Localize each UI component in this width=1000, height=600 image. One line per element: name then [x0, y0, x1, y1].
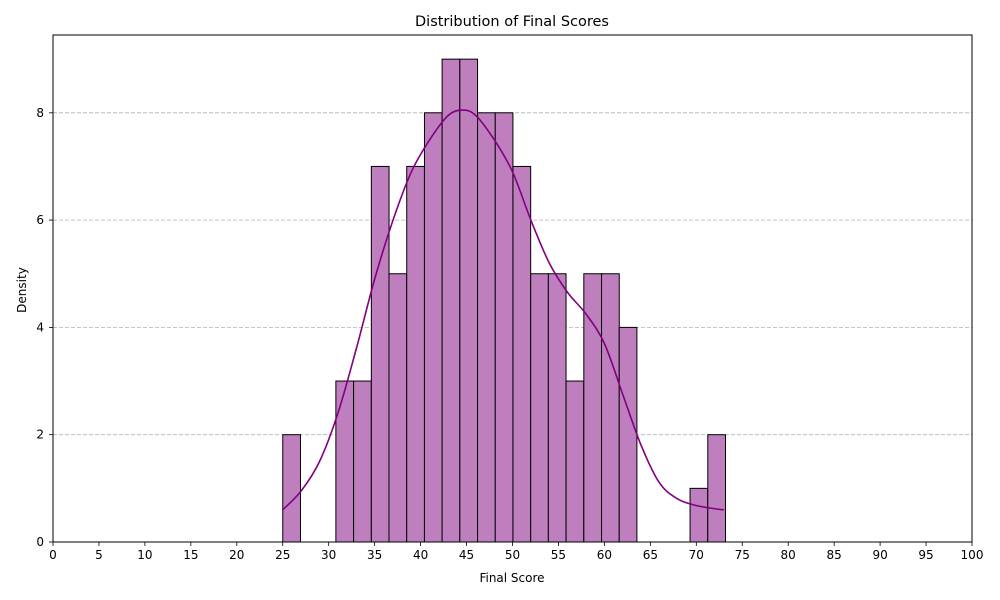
chart-title: Distribution of Final Scores: [415, 14, 609, 30]
x-tick-label: 100: [961, 548, 984, 562]
x-tick-label: 30: [321, 548, 336, 562]
histogram-bar: [565, 380, 585, 543]
histogram-bar: [530, 273, 549, 543]
x-tick-label: 90: [872, 548, 887, 562]
x-tick-label: 60: [597, 548, 612, 562]
histogram-bar: [441, 58, 461, 543]
histogram-bar: [370, 165, 390, 543]
x-tick-label: 20: [229, 548, 244, 562]
histogram-bars: [282, 58, 726, 543]
x-tick-label: 65: [643, 548, 658, 562]
histogram-bar: [477, 112, 496, 543]
histogram-bar: [494, 112, 514, 543]
x-tick-label: 35: [367, 548, 382, 562]
x-axis-label: Final Score: [479, 571, 544, 585]
y-axis-ticks: 0 2 4 6 8: [36, 106, 53, 549]
histogram-bar: [707, 434, 726, 543]
histogram-bar: [282, 434, 301, 543]
histogram-bar: [689, 487, 709, 543]
y-tick-label: 2: [36, 428, 44, 442]
x-tick-label: 75: [735, 548, 750, 562]
y-tick-label: 0: [36, 535, 44, 549]
x-tick-label: 0: [49, 548, 57, 562]
histogram-bar: [618, 326, 638, 543]
histogram-bar: [459, 58, 479, 543]
x-tick-label: 25: [275, 548, 290, 562]
x-tick-label: 95: [918, 548, 933, 562]
x-tick-label: 15: [183, 548, 198, 562]
histogram-bar: [601, 273, 620, 543]
y-tick-label: 8: [36, 106, 44, 120]
histogram-bar: [547, 273, 567, 543]
x-tick-label: 5: [95, 548, 103, 562]
x-axis-ticks: 0 5 10 15 20 25 30 35 40 45 50 55 60 65 70 75 80 85 90 95 10…: [49, 542, 983, 562]
x-tick-label: 70: [689, 548, 704, 562]
histogram-bar: [353, 380, 372, 543]
histogram-bar: [423, 112, 443, 543]
histogram-bar: [512, 165, 532, 543]
histogram-bar: [388, 273, 408, 543]
x-tick-label: 50: [505, 548, 520, 562]
y-tick-label: 6: [36, 213, 44, 227]
kde-curve: [282, 109, 724, 511]
histogram-bar: [335, 380, 355, 543]
x-tick-label: 10: [137, 548, 152, 562]
histogram-bar: [406, 165, 425, 543]
y-axis-label: Density: [15, 267, 29, 313]
x-tick-label: 55: [551, 548, 566, 562]
x-tick-label: 45: [459, 548, 474, 562]
y-tick-label: 4: [36, 320, 44, 334]
x-tick-label: 80: [781, 548, 796, 562]
x-tick-label: 85: [827, 548, 842, 562]
x-tick-label: 40: [413, 548, 428, 562]
